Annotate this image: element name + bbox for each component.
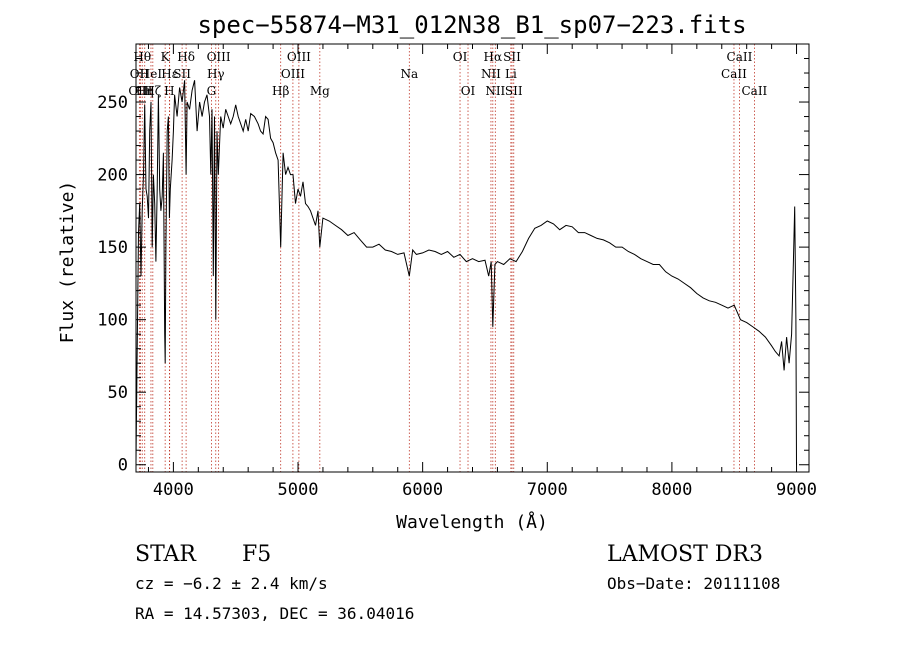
- spectral-line-label: H: [164, 84, 174, 98]
- x-tick-label: 5000: [278, 480, 319, 500]
- spectral-line-label: SII: [503, 50, 521, 64]
- spectral-line-label: Hα: [484, 50, 503, 64]
- spectral-line-label: Hγ: [207, 67, 225, 81]
- x-axis-ticks: 4000 5000 6000 7000 8000 9000: [147, 44, 817, 500]
- spectral-line-label: OIII: [207, 50, 231, 64]
- x-axis-label: Wavelength (Å): [396, 511, 548, 533]
- spectral-line-label: SII: [173, 67, 191, 81]
- spectral-line-label: CaII: [741, 84, 767, 98]
- y-tick-label: 150: [97, 238, 128, 258]
- spectral-line-label: Na: [400, 67, 418, 81]
- spectral-line-label: CaII: [727, 50, 753, 64]
- spectral-line-label: OIII: [128, 84, 152, 98]
- spectral-line-label: G: [207, 84, 217, 98]
- ra-dec-coordinates: RA = 14.57303, DEC = 36.04016: [135, 604, 414, 623]
- spectral-line-label: OII: [130, 67, 150, 81]
- observation-date: Obs−Date: 20111108: [607, 574, 780, 593]
- x-tick-label: 6000: [402, 480, 443, 500]
- spectral-line-label: Hζ: [144, 84, 161, 98]
- spectral-line-label: Hε: [161, 67, 178, 81]
- y-tick-label: 50: [108, 383, 128, 403]
- y-axis-ticks: 0 50 100 150 200 250: [97, 58, 809, 476]
- spectral-line-label: SII: [505, 84, 523, 98]
- spectral-line-label: Li: [505, 67, 517, 81]
- survey-name: LAMOST DR3: [607, 542, 763, 567]
- y-tick-label: 200: [97, 166, 128, 186]
- x-tick-label: 4000: [153, 480, 194, 500]
- spectral-line-label: OI: [453, 50, 468, 64]
- chart-title: spec−55874−M31_012N38_B1_sp07−223.fits: [197, 11, 746, 39]
- spectral-line-label: NII: [485, 84, 505, 98]
- spectral-line-label: Mg: [310, 84, 330, 98]
- y-tick-label: 250: [97, 93, 128, 113]
- spectral-line-label: OI: [461, 84, 476, 98]
- y-tick-label: 100: [97, 311, 128, 331]
- object-class: STAR: [135, 542, 197, 567]
- spectral-line-label: OIII: [281, 67, 305, 81]
- plot-frame: [135, 43, 810, 473]
- x-tick-label: 9000: [776, 480, 817, 500]
- spectral-line-label: HeI: [140, 67, 163, 81]
- spectral-line-label: Hβ: [272, 84, 289, 98]
- spectral-line-label: OIII: [287, 50, 311, 64]
- spectral-line-label: Hδ: [177, 50, 195, 64]
- y-tick-label: 0: [118, 456, 128, 476]
- spectral-line-label: K: [161, 50, 171, 64]
- spectral-line-label: CaII: [721, 67, 747, 81]
- spectral-line-label: Hθ: [133, 50, 151, 64]
- x-tick-label: 8000: [651, 480, 692, 500]
- spectral-line-markers: [138, 44, 755, 472]
- x-tick-label: 7000: [527, 480, 568, 500]
- object-subclass: F5: [242, 542, 271, 567]
- redshift-cz: cz = −6.2 ± 2.4 km/s: [135, 574, 328, 593]
- y-axis-label: Flux (relative): [57, 181, 78, 344]
- spectral-line-label: NII: [481, 67, 501, 81]
- spectrum-series-line: [135, 80, 797, 465]
